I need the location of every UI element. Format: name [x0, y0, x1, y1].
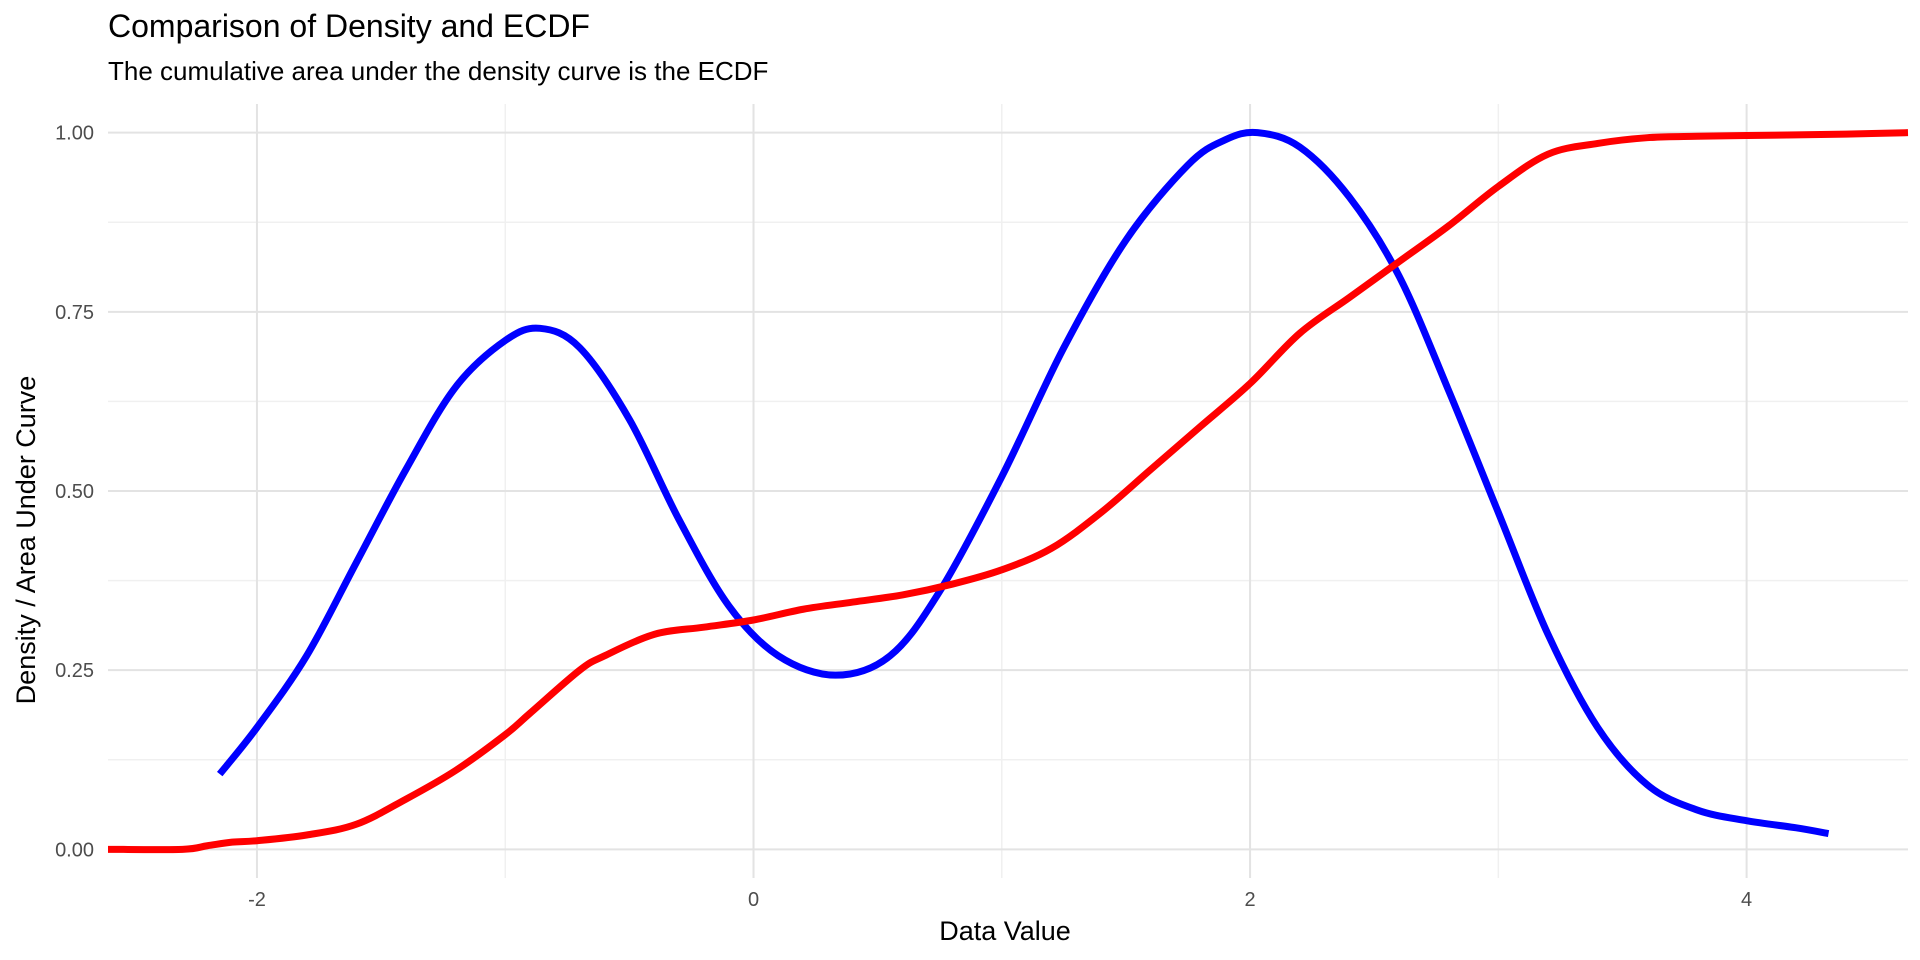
- y-tick-labels: 0.00 0.25 0.50 0.75 1.00: [55, 123, 94, 862]
- major-gridlines: [108, 104, 1908, 878]
- y-tick-label: 0.50: [55, 481, 94, 503]
- y-tick-label: 0.00: [55, 839, 94, 861]
- y-axis-label: Density / Area Under Curve: [11, 376, 41, 705]
- chart-subtitle: The cumulative area under the density cu…: [108, 56, 769, 86]
- ecdf-curve: [107, 129, 1909, 854]
- x-tick-label: -2: [248, 889, 266, 911]
- y-tick-label: 0.75: [55, 302, 94, 324]
- x-tick-label: 0: [748, 889, 759, 911]
- x-tick-labels: -2 0 2 4: [248, 889, 1752, 911]
- series-layer: [107, 128, 1909, 854]
- density-curve: [216, 128, 1830, 838]
- x-tick-label: 4: [1741, 889, 1752, 911]
- y-tick-label: 1.00: [55, 123, 94, 145]
- y-tick-label: 0.25: [55, 660, 94, 682]
- chart-title: Comparison of Density and ECDF: [108, 8, 590, 44]
- x-axis-label: Data Value: [939, 916, 1071, 946]
- x-tick-label: 2: [1245, 889, 1256, 911]
